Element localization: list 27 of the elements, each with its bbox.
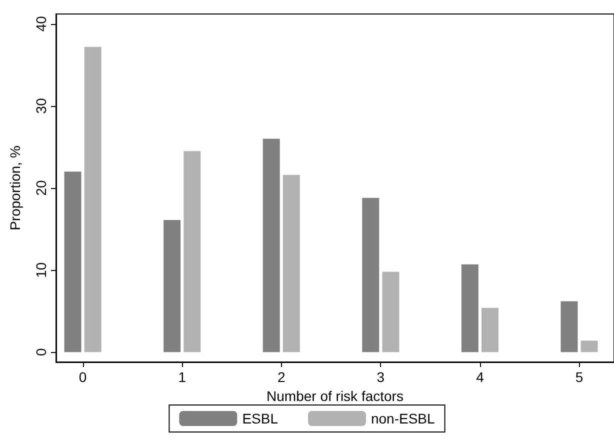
- x-tick-label: 3: [376, 369, 385, 385]
- bar: [282, 174, 300, 352]
- x-tick-label: 1: [178, 369, 186, 385]
- x-tick-label: 0: [78, 369, 87, 385]
- x-tick-label: 2: [277, 369, 286, 385]
- bar: [184, 151, 201, 352]
- bar: [560, 301, 578, 352]
- bar: [362, 198, 380, 352]
- bar: [481, 308, 498, 352]
- x-tick-label: 5: [575, 369, 584, 385]
- bar: [461, 264, 478, 352]
- bar: [164, 220, 181, 352]
- x-axis-title: Number of risk factors: [266, 388, 404, 404]
- bar: [262, 138, 280, 352]
- x-tick-label: 4: [476, 369, 484, 385]
- bar: [580, 340, 598, 352]
- bar: [84, 46, 102, 352]
- y-tick-label: 10: [33, 262, 49, 278]
- bar: [64, 172, 82, 352]
- y-tick-label: 40: [33, 16, 49, 32]
- y-tick-label: 30: [33, 98, 49, 114]
- legend-label: ESBL: [242, 410, 278, 426]
- bar: [382, 272, 400, 352]
- y-tick-label: 20: [33, 180, 49, 196]
- legend-label: non-ESBL: [370, 410, 436, 426]
- y-tick-label: 0: [33, 348, 49, 356]
- y-axis-title: Proportion, %: [7, 146, 23, 230]
